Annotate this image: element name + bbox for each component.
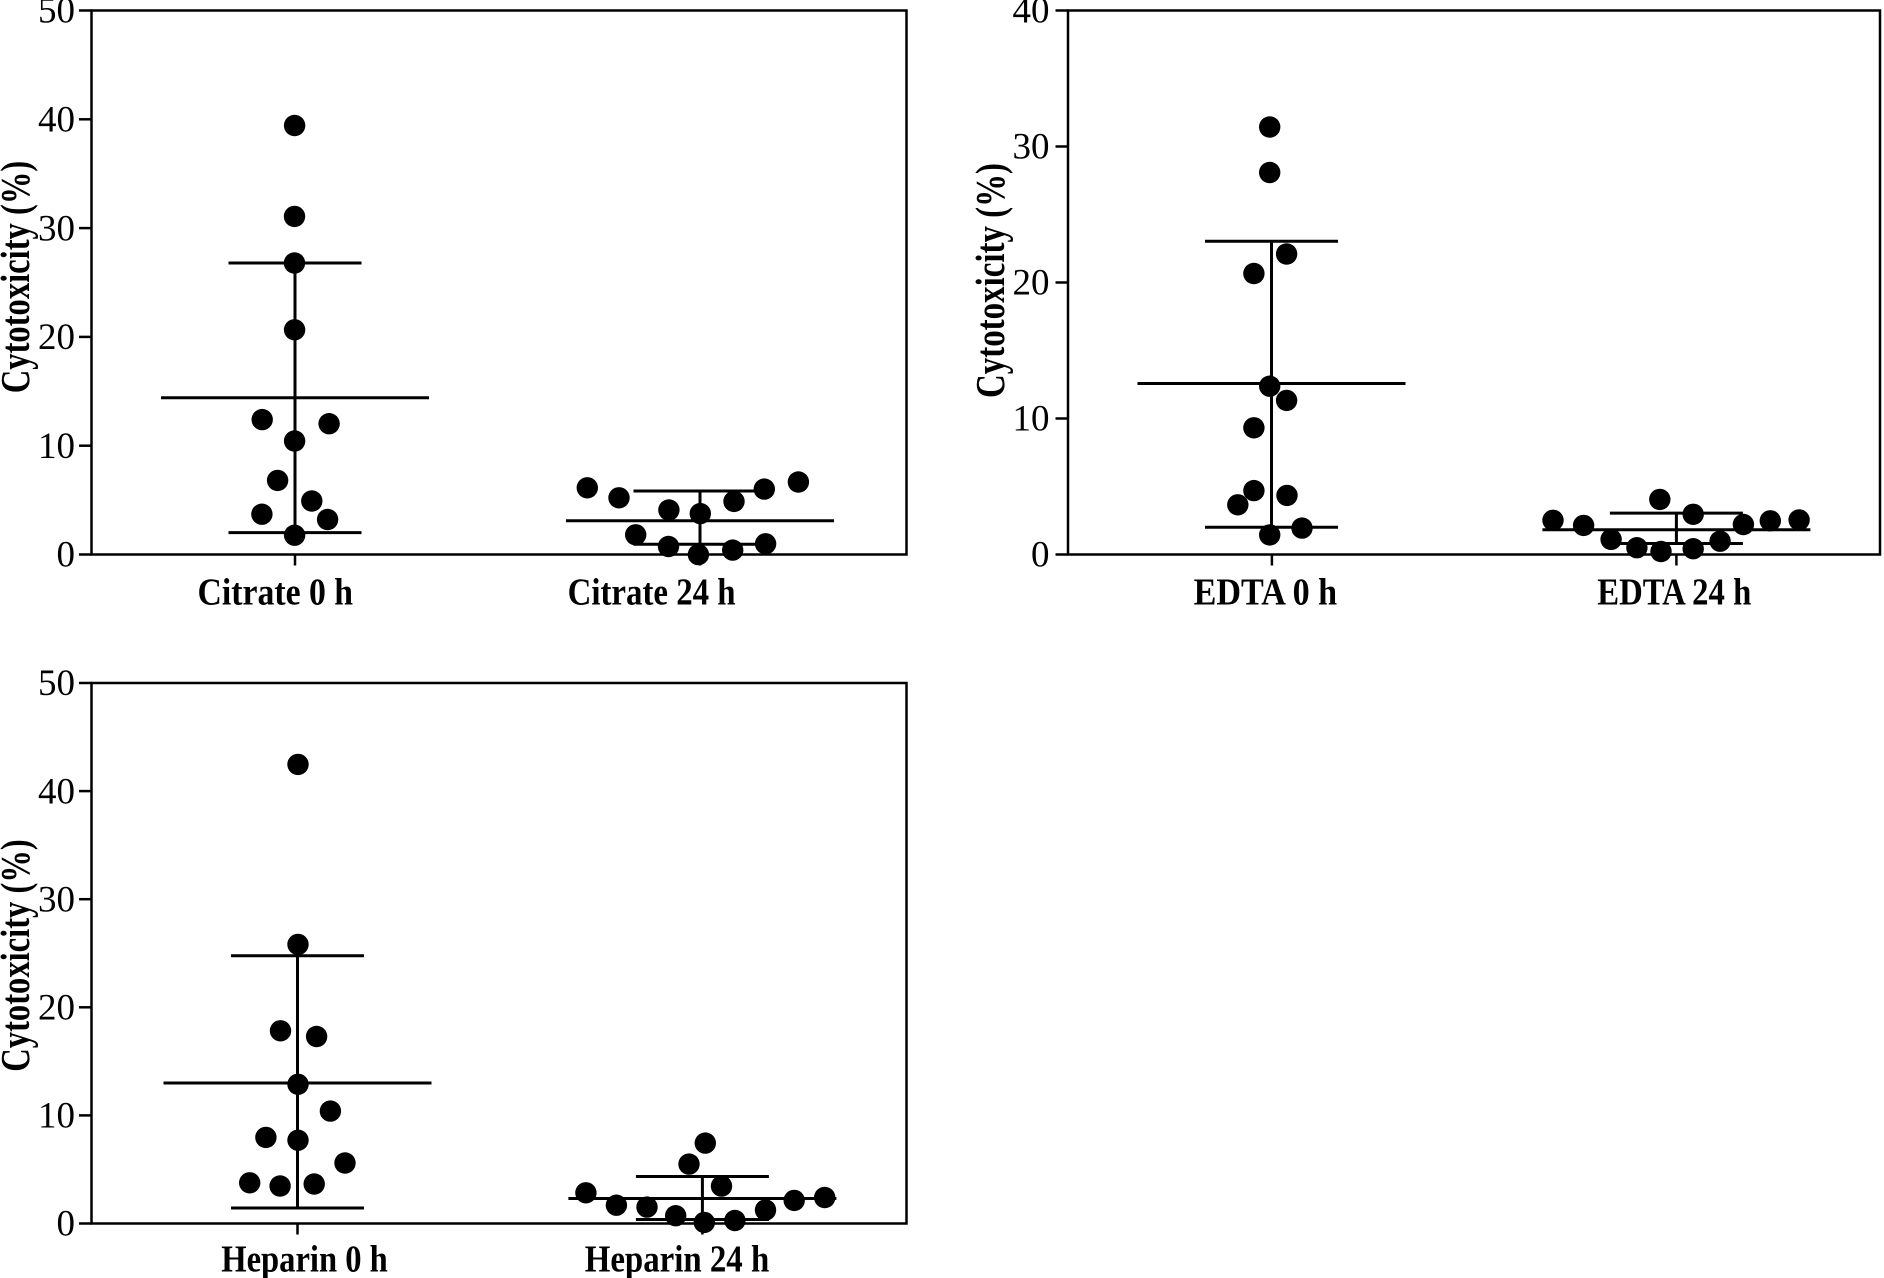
svg-text:40: 40 xyxy=(38,100,75,141)
svg-text:40: 40 xyxy=(1013,0,1050,32)
svg-text:0: 0 xyxy=(1031,535,1050,576)
svg-text:Heparin 0 h: Heparin 0 h xyxy=(221,1239,388,1278)
svg-text:10: 10 xyxy=(38,1096,75,1137)
svg-text:0: 0 xyxy=(57,1204,76,1245)
svg-text:Cytotoxicity (%): Cytotoxicity (%) xyxy=(0,161,38,394)
svg-text:Citrate 0 h: Citrate 0 h xyxy=(198,572,354,614)
svg-text:20: 20 xyxy=(38,317,75,358)
svg-text:Cytotoxicity (%): Cytotoxicity (%) xyxy=(967,163,1013,398)
svg-text:Citrate 24 h: Citrate 24 h xyxy=(568,572,736,614)
svg-text:30: 30 xyxy=(38,208,75,249)
svg-text:10: 10 xyxy=(1013,399,1050,440)
svg-text:50: 50 xyxy=(38,663,75,704)
svg-text:50: 50 xyxy=(38,0,75,32)
svg-text:0: 0 xyxy=(57,535,76,576)
svg-text:40: 40 xyxy=(38,771,75,812)
svg-text:EDTA 24 h: EDTA 24 h xyxy=(1597,572,1751,614)
svg-text:Cytotoxicity (%): Cytotoxicity (%) xyxy=(0,839,38,1072)
svg-text:10: 10 xyxy=(38,426,75,467)
svg-text:30: 30 xyxy=(1013,127,1050,168)
svg-text:30: 30 xyxy=(38,879,75,920)
svg-text:20: 20 xyxy=(1013,263,1050,304)
svg-text:Heparin 24 h: Heparin 24 h xyxy=(585,1239,770,1278)
svg-text:20: 20 xyxy=(38,988,75,1029)
svg-text:EDTA 0 h: EDTA 0 h xyxy=(1194,572,1338,614)
